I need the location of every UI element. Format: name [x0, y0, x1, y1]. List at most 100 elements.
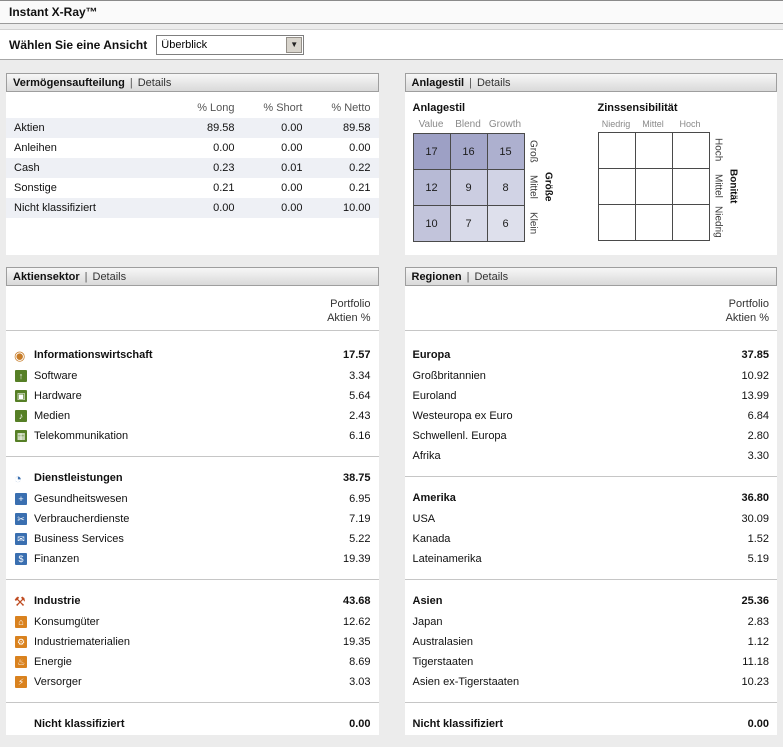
regions-body: Portfolio Aktien % Europa 37.85 Großbrit…: [404, 286, 777, 735]
sector-value: 19.39: [342, 553, 371, 565]
icon-cell: ▣: [14, 390, 34, 402]
portfolio-label: Portfolio: [728, 298, 769, 310]
row-label-mittel: Mittel: [527, 175, 539, 199]
header-separator: |: [129, 76, 133, 89]
region-name: Asien ex-Tigerstaaten: [412, 676, 520, 688]
view-select[interactable]: Überblick: [156, 34, 305, 55]
sector-value: 8.69: [349, 656, 371, 668]
asset-table-header: % Long % Short % Netto: [6, 98, 379, 118]
row-value-long: 0.23: [213, 162, 235, 174]
bond-style-cell: [598, 133, 636, 169]
region-name: Australasien: [412, 636, 474, 648]
row-value-netto: 89.58: [342, 122, 371, 134]
region-value: 1.12: [747, 636, 769, 648]
region-group-value: 36.80: [741, 492, 769, 504]
bond-style-cell: [672, 205, 710, 241]
bond-style-box: Zinssensibilität Niedrig Mittel Hoch: [597, 102, 739, 255]
region-group-value: 37.85: [741, 349, 769, 361]
equity-style-box: Anlagestil Value Blend Growth 17 16 15 1…: [412, 102, 554, 255]
sector-name: Industriematerialien: [34, 636, 130, 648]
sector-value: 3.03: [349, 676, 371, 688]
row-label-mittel: Mittel: [712, 174, 724, 198]
sector-name: Versorger: [34, 676, 82, 688]
sector-value: 6.95: [349, 493, 371, 505]
sector-name: Gesundheitswesen: [34, 493, 128, 505]
header-separator: |: [469, 76, 472, 89]
table-row-cash: Cash 0.23 0.01 0.22: [6, 158, 379, 178]
region-group-value: 25.36: [741, 595, 769, 607]
sector-value: 5.64: [349, 390, 371, 402]
sector-group-row: ◉ Informationswirtschaft 17.57: [14, 344, 371, 366]
bond-style-grid: [597, 132, 710, 241]
icon-cell: ⚡: [14, 676, 34, 688]
style-cell: 12: [413, 170, 451, 206]
size-axis-label: Größe: [542, 172, 554, 202]
divider: [6, 456, 379, 457]
sector-name: Business Services: [34, 533, 124, 545]
region-name: Japan: [412, 616, 443, 628]
table-row-anleihen: Anleihen 0.00 0.00 0.00: [6, 138, 379, 158]
icon-cell: $: [14, 553, 34, 565]
header-separator: |: [466, 270, 470, 283]
view-select-wrap: Überblick ▼: [156, 34, 305, 55]
stock-sector-panel: Aktiensektor | Details Portfolio Aktien …: [6, 267, 379, 735]
service-economy-icon: ◔: [14, 470, 22, 486]
region-name: Tigerstaaten: [412, 656, 474, 668]
sector-group-row: ⚒ Industrie 43.68: [14, 590, 371, 612]
region-value: 30.09: [741, 513, 769, 525]
portfolio-column-header: Portfolio Aktien %: [14, 286, 371, 330]
table-row-aktien: Aktien 89.58 0.00 89.58: [6, 118, 379, 138]
sector-value: 5.22: [349, 533, 371, 545]
region-value: 5.19: [747, 553, 769, 565]
row-label-gross: Groß: [527, 139, 539, 163]
business-services-icon: ✉: [15, 533, 27, 545]
icon-cell: ⚙: [14, 636, 34, 648]
sector-name: Telekommunikation: [34, 430, 129, 442]
row-label-niedrig: Niedrig: [712, 206, 724, 238]
sector-row: + Gesundheitswesen 6.95: [14, 489, 371, 509]
regions-details-link[interactable]: Details: [474, 270, 509, 283]
sector-value: 19.35: [342, 636, 371, 648]
region-name: Euroland: [412, 390, 457, 402]
style-cell: 15: [487, 134, 525, 170]
consumer-services-icon: ✂: [15, 513, 27, 525]
style-panel: Anlagestil | Details Anlagestil Value Bl…: [404, 73, 777, 255]
credit-axis-label: Bonität: [727, 168, 739, 204]
row-value-short: 0.00: [281, 182, 303, 194]
unclassified-row: Nicht klassifiziert 0.00: [14, 713, 371, 735]
icon-cell: ◔: [14, 472, 34, 485]
utilities-icon: ⚡: [15, 676, 27, 688]
left-column: Vermögensaufteilung | Details % Long % S…: [6, 73, 379, 747]
region-row: Lateinamerika 5.19: [413, 549, 770, 569]
style-cell: 9: [450, 170, 488, 206]
row-label: Cash: [14, 162, 40, 174]
title-bar: Instant X-Ray™: [0, 0, 783, 24]
region-row: Schwellenl. Europa 2.80: [413, 426, 770, 446]
sector-group-name: Industrie: [34, 595, 81, 607]
col-label-hoch: Hoch: [679, 119, 701, 129]
asset-allocation-details-link[interactable]: Details: [137, 76, 172, 89]
stock-sector-header: Aktiensektor | Details: [6, 267, 379, 286]
sector-name: Energie: [34, 656, 72, 668]
style-cell: 16: [450, 134, 488, 170]
row-label: Aktien: [14, 122, 45, 134]
region-value: 2.80: [747, 430, 769, 442]
equity-style-columns: Value Blend Growth: [413, 119, 554, 130]
icon-cell: ↑: [14, 370, 34, 382]
sector-name: Hardware: [34, 390, 82, 402]
region-value: 11.18: [742, 656, 769, 668]
unclassified-label: Nicht klassifiziert: [412, 718, 503, 730]
style-panel-body: Anlagestil Value Blend Growth 17 16 15 1…: [404, 92, 777, 255]
main-content: Vermögensaufteilung | Details % Long % S…: [0, 60, 783, 747]
region-row: Asien ex-Tigerstaaten 10.23: [413, 672, 770, 692]
sector-group-value: 43.68: [342, 595, 371, 607]
media-icon: ♪: [15, 410, 27, 422]
spacer: [14, 331, 371, 344]
style-details-link[interactable]: Details: [476, 76, 511, 89]
portfolio-label: Portfolio: [330, 298, 371, 310]
page-title: Instant X-Ray™: [9, 5, 98, 19]
sector-group-row: ◔ Dienstleistungen 38.75: [14, 467, 371, 489]
stock-sector-details-link[interactable]: Details: [92, 270, 127, 283]
bond-style-cell: [635, 205, 673, 241]
region-name: Afrika: [412, 450, 441, 462]
